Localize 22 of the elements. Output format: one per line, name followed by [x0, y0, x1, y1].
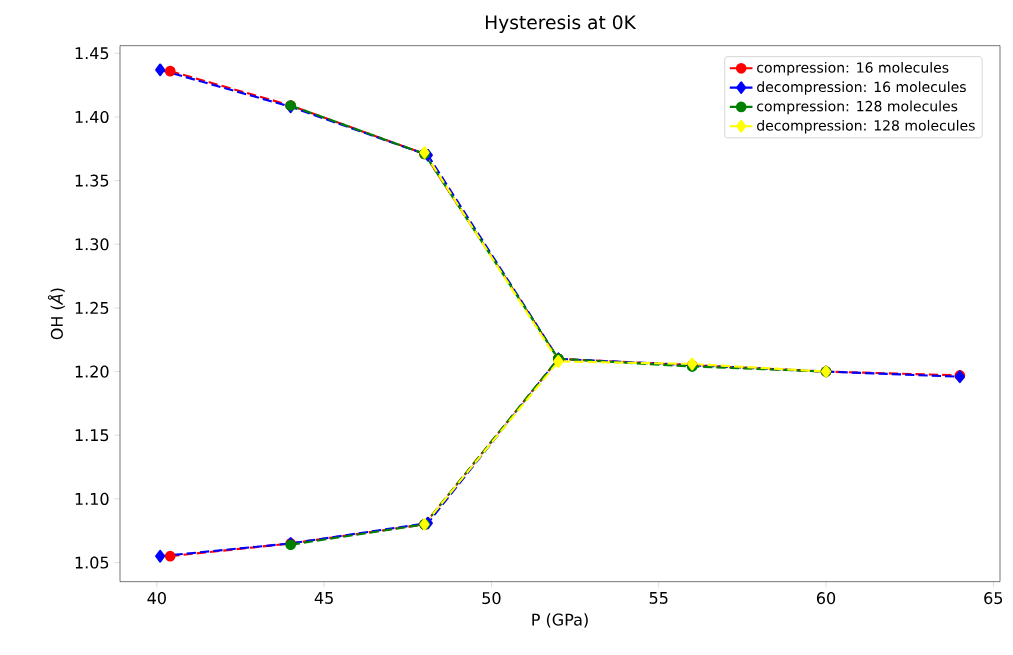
- legend-label: compression: 128 molecules: [757, 100, 958, 115]
- y-tick-label: 1.25: [75, 301, 109, 314]
- y-tick-label: 1.10: [75, 492, 109, 505]
- x-tick-label: 65: [984, 592, 1003, 605]
- legend-label: compression: 16 molecules: [757, 61, 949, 76]
- x-tick-label: 45: [314, 592, 333, 604]
- y-tick-label: 1.05: [75, 556, 109, 569]
- y-tick-label: 1.45: [75, 47, 109, 60]
- x-tick-label: 55: [649, 592, 668, 604]
- x-axis-title: P (GPa): [532, 613, 588, 628]
- x-tick-label: 60: [816, 592, 836, 605]
- legend-label: decompression: 128 molecules: [757, 119, 975, 134]
- y-tick-label: 1.20: [75, 365, 109, 378]
- y-tick-label: 1.15: [75, 429, 109, 442]
- y-tick-label: 1.30: [75, 238, 109, 251]
- y-axis-title: OH (Å): [47, 288, 65, 340]
- chart-title: Hysteresis at 0K: [485, 14, 637, 33]
- y-tick-label: 1.40: [75, 110, 109, 124]
- x-tick-label: 50: [482, 592, 501, 605]
- y-tick-label: 1.35: [75, 174, 109, 187]
- legend-label: decompression: 16 molecules: [757, 81, 966, 95]
- x-tick-label: 40: [147, 592, 166, 605]
